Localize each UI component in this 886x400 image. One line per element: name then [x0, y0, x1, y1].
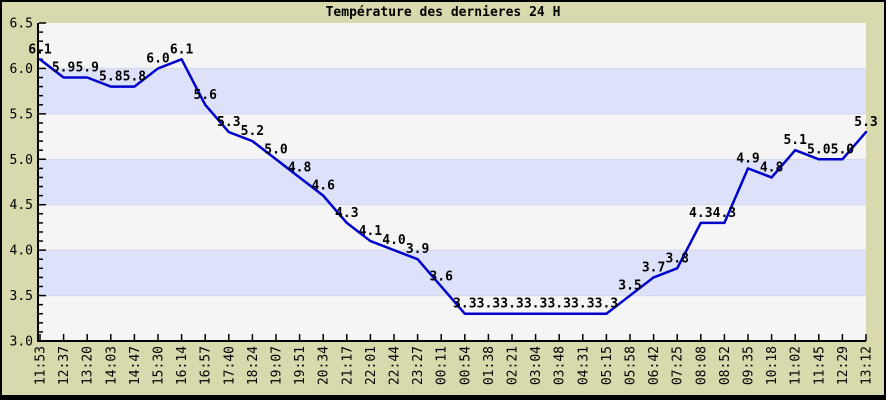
- data-point-label: 5.9: [75, 61, 98, 76]
- data-point-label: 3.6: [429, 269, 453, 284]
- data-point-label: 3.3: [477, 297, 500, 312]
- data-point-label: 4.9: [736, 151, 759, 166]
- x-axis-label: 22:44: [388, 346, 403, 385]
- data-point-label: 3.5: [618, 279, 641, 294]
- x-axis-label: 13:20: [81, 346, 96, 385]
- data-point-label: 4.8: [760, 160, 784, 175]
- x-axis-label: 08:52: [718, 346, 733, 385]
- x-axis-label: 00:54: [458, 346, 473, 385]
- x-axis-label: 12:37: [57, 346, 72, 385]
- x-axis-label: 09:35: [742, 346, 757, 385]
- data-point-label: 6.0: [146, 51, 170, 66]
- x-axis-label: 05:15: [600, 346, 615, 385]
- plot-band: [39, 113, 866, 160]
- plot-band: [39, 68, 866, 114]
- x-axis-label: 16:14: [175, 346, 190, 385]
- x-axis-label: 01:38: [482, 346, 497, 385]
- data-point-label: 4.8: [288, 160, 312, 175]
- data-point-label: 5.0: [807, 142, 831, 157]
- plot-band: [39, 250, 866, 296]
- data-point-label: 5.3: [854, 115, 877, 130]
- x-axis-label: 11:45: [812, 346, 827, 385]
- data-point-label: 5.3: [217, 115, 240, 130]
- x-axis-label: 03:48: [553, 346, 568, 385]
- y-axis-label: 6.5: [10, 17, 33, 32]
- data-point-label: 6.1: [170, 42, 194, 57]
- data-point-label: 5.0: [264, 142, 288, 157]
- x-axis-label: 19:51: [293, 346, 308, 385]
- y-axis-label: 3.0: [10, 335, 33, 350]
- x-axis-label: 10:18: [765, 346, 780, 385]
- data-point-label: 6.1: [28, 42, 52, 57]
- data-point-label: 3.3: [500, 297, 523, 312]
- plot-band: [39, 159, 866, 205]
- data-point-label: 3.3: [595, 297, 618, 312]
- data-point-label: 5.8: [99, 70, 123, 85]
- data-point-label: 4.1: [359, 224, 383, 239]
- data-point-label: 5.1: [783, 133, 807, 148]
- x-axis-label: 19:07: [270, 346, 285, 385]
- y-axis-label: 6.0: [10, 62, 33, 77]
- data-point-label: 3.9: [406, 242, 429, 257]
- temperature-line: [38, 58, 868, 315]
- x-axis-label: 20:34: [317, 346, 332, 385]
- data-point-label: 3.3: [571, 297, 594, 312]
- y-axis-label: 4.5: [10, 198, 33, 213]
- x-axis-label: 06:42: [647, 346, 662, 385]
- data-point-label: 3.3: [524, 297, 547, 312]
- x-axis-label: 12:29: [836, 346, 851, 385]
- data-point-label: 3.3: [453, 297, 476, 312]
- y-axis-label: 4.0: [10, 244, 33, 259]
- data-point-label: 5.2: [241, 124, 264, 139]
- x-axis-label: 02:21: [506, 346, 521, 385]
- x-axis-label: 08:08: [694, 346, 709, 385]
- y-axis-label: 5.5: [10, 107, 33, 122]
- y-axis-label: 3.5: [10, 289, 33, 304]
- x-axis-label: 11:02: [789, 346, 804, 385]
- data-point-label: 4.0: [382, 233, 406, 248]
- data-point-label: 5.8: [123, 70, 147, 85]
- data-point-label: 3.3: [547, 297, 570, 312]
- border-top: [0, 0, 886, 2]
- data-point-label: 3.8: [665, 251, 689, 266]
- x-axis-label: 11:53: [34, 346, 49, 385]
- data-point-label: 5.6: [193, 88, 217, 103]
- x-axis-label: 13:12: [860, 346, 875, 385]
- x-axis-label: 04:31: [576, 346, 591, 385]
- x-axis-label: 07:25: [671, 346, 686, 385]
- border-bottom: [0, 395, 886, 400]
- x-axis-label: 15:30: [152, 346, 167, 385]
- x-axis-label: 23:27: [411, 346, 426, 385]
- x-axis-label: 14:47: [128, 346, 143, 385]
- data-point-label: 3.7: [642, 260, 665, 275]
- border-right: [884, 0, 886, 400]
- plot-band: [39, 204, 866, 251]
- chart-title: Température des dernieres 24 H: [325, 5, 561, 20]
- data-point-label: 4.3: [335, 206, 358, 221]
- data-point-label: 4.6: [311, 179, 335, 194]
- x-axis-label: 03:04: [529, 346, 544, 385]
- x-axis-label: 16:57: [199, 346, 214, 385]
- data-point-label: 4.3: [689, 206, 712, 221]
- plot-band: [39, 295, 866, 341]
- x-axis-label: 18:24: [246, 346, 261, 385]
- x-axis-label: 22:01: [364, 346, 379, 385]
- x-axis-label: 14:03: [104, 346, 119, 385]
- x-axis-label: 21:17: [340, 346, 355, 385]
- data-point-label: 5.0: [831, 142, 855, 157]
- x-axis-label: 05:58: [624, 346, 639, 385]
- y-axis-label: 5.0: [10, 153, 33, 168]
- x-axis-label: 00:11: [435, 346, 450, 385]
- data-point-label: 4.3: [713, 206, 736, 221]
- data-point-label: 5.9: [52, 61, 75, 76]
- border-left: [0, 0, 2, 400]
- x-axis-label: 17:40: [222, 346, 237, 385]
